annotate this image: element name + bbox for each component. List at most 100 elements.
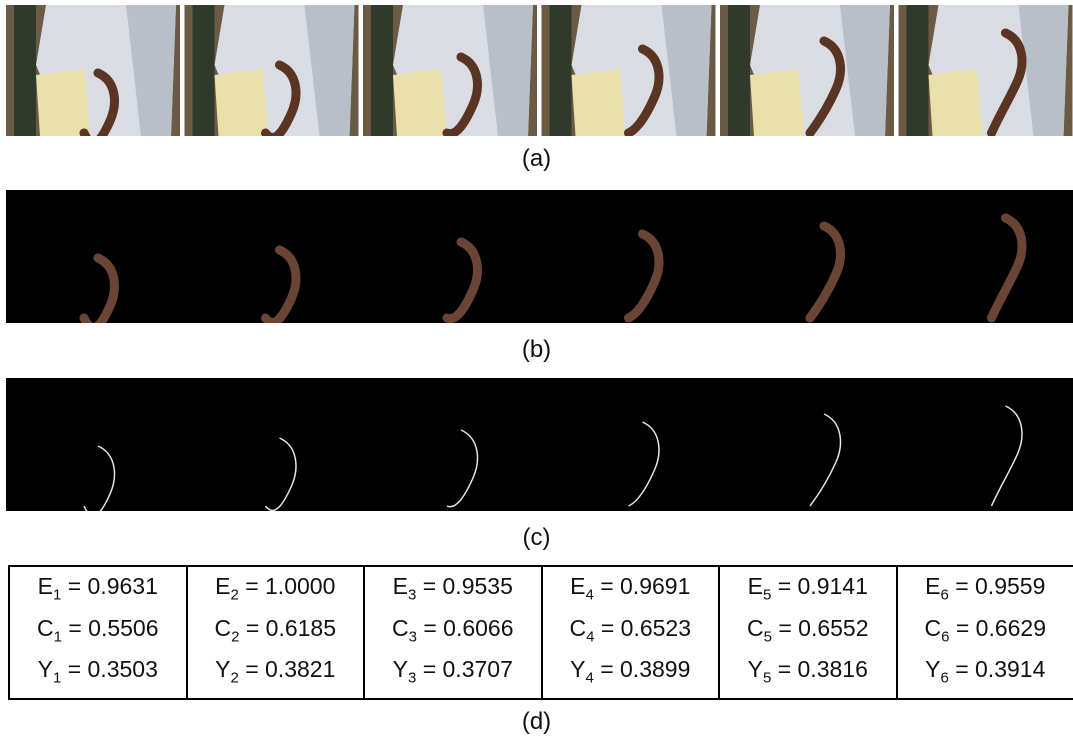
equals-sign: = (68, 615, 81, 641)
metric-symbol: C (924, 615, 941, 641)
equals-sign: = (246, 615, 259, 641)
metric-index: 4 (586, 628, 594, 645)
metric-index: 2 (231, 628, 239, 645)
equals-sign: = (600, 573, 613, 599)
equals-sign: = (423, 573, 436, 599)
caption: (c) (0, 524, 1073, 552)
metric: Y3 = 0.3707 (393, 653, 513, 695)
metric-index: 2 (230, 670, 238, 687)
metric-symbol: C (747, 615, 764, 641)
metric-value: 0.3821 (265, 656, 335, 682)
table-cell: E 5 = 0.9141 C5 = 0.6552Y5 = 0.3816 (718, 567, 896, 698)
metric-symbol: C (392, 615, 409, 641)
photo (542, 5, 716, 136)
metric-value: 0.9559 (975, 573, 1045, 599)
metric: E6 = 0.9559 (925, 570, 1045, 612)
metric-symbol: C (569, 615, 586, 641)
metric-index: 4 (585, 587, 593, 604)
metric-index: 6 (940, 670, 948, 687)
photo (6, 5, 180, 136)
pole (907, 5, 929, 136)
metric: Y4 = 0.3899 (570, 653, 690, 695)
metric-symbol: C (37, 615, 54, 641)
equals-sign: = (956, 615, 969, 641)
background (6, 190, 1073, 323)
pole (371, 5, 393, 136)
equals-sign: = (68, 573, 81, 599)
metric-index: 3 (408, 670, 416, 687)
metric-symbol: Y (570, 656, 585, 682)
metric-symbol: E (925, 573, 940, 599)
card (215, 69, 269, 136)
metric-index: 2 (230, 587, 238, 604)
metric: E2 = 1.0000 (215, 570, 335, 612)
metric-value: 0.3899 (620, 656, 690, 682)
metric-value: 0.3503 (88, 656, 158, 682)
metric-index: 3 (408, 587, 416, 604)
figure: (a) (b) (c) E1 = 0.9631C1 = 0.5506Y1 = 0… (0, 0, 1073, 740)
equals-sign: = (778, 615, 791, 641)
metric-symbol: Y (215, 656, 230, 682)
metric-value: 0.9535 (443, 573, 513, 599)
equals-sign: = (423, 615, 436, 641)
card (750, 69, 804, 136)
metric-value: 0.5506 (88, 615, 158, 641)
metric-symbol: E (748, 573, 763, 599)
metric-symbol: Y (393, 656, 408, 682)
metric-symbol: E (38, 573, 53, 599)
metrics-table: E1 = 0.9631C1 = 0.5506Y1 = 0.3503E2 = 1.… (8, 565, 1073, 700)
metric: C3 = 0.6066 (392, 612, 514, 654)
photo (363, 5, 537, 136)
metric: Y5 = 0.3816 (748, 653, 868, 695)
card (36, 69, 90, 136)
contour-strip (0, 378, 1073, 511)
photo (185, 5, 359, 136)
metric: C5 = 0.6552 (747, 612, 869, 654)
metric: C6 = 0.6629 (924, 612, 1046, 654)
metric: C1 = 0.5506 (37, 612, 159, 654)
equals-sign: = (68, 656, 81, 682)
metric-value: 1.0000 (265, 573, 335, 599)
metric-value: 0.3707 (443, 656, 513, 682)
equals-sign: = (245, 656, 258, 682)
equals-sign: = (245, 573, 258, 599)
metric-index: 1 (54, 628, 62, 645)
metric-symbol: E (570, 573, 585, 599)
metric: E1 = 0.9631 (38, 570, 158, 612)
equals-sign: = (778, 573, 791, 599)
metric-value: 0.6066 (443, 615, 513, 641)
background (6, 378, 1073, 511)
metric: Y1 = 0.3503 (38, 653, 158, 695)
metric-index: 1 (53, 670, 61, 687)
metric: E3 = 0.9535 (393, 570, 513, 612)
metric-value: 0.3914 (975, 656, 1045, 682)
metric-symbol: E (215, 573, 230, 599)
equals-sign: = (778, 656, 791, 682)
segmentation-strip (0, 190, 1073, 323)
equals-sign: = (955, 573, 968, 599)
pole (193, 5, 215, 136)
metric: Y2 = 0.3821 (215, 653, 335, 695)
equals-sign: = (955, 656, 968, 682)
metric: E4 = 0.9691 (570, 570, 690, 612)
metric-symbol: Y (925, 656, 940, 682)
equals-sign: = (423, 656, 436, 682)
metric-value: 0.9141 (798, 573, 868, 599)
metric-symbol: E (393, 573, 408, 599)
card (572, 69, 626, 136)
metric-value: 0.6185 (266, 615, 336, 641)
metric: Y6 = 0.3914 (925, 653, 1045, 695)
table-cell: E4 = 0.9691C4 = 0.6523Y4 = 0.3899 (541, 567, 719, 698)
pole (728, 5, 750, 136)
caption: (d) (0, 708, 1073, 736)
photo-strip (0, 5, 1073, 136)
caption: (b) (0, 336, 1073, 364)
metric-value: 0.6629 (976, 615, 1046, 641)
metric-index: 1 (53, 587, 61, 604)
metric-index: 5 (763, 670, 771, 687)
metric-value: 0.6552 (798, 615, 868, 641)
metric-index: 6 (940, 587, 948, 604)
metric-symbol: C (214, 615, 231, 641)
